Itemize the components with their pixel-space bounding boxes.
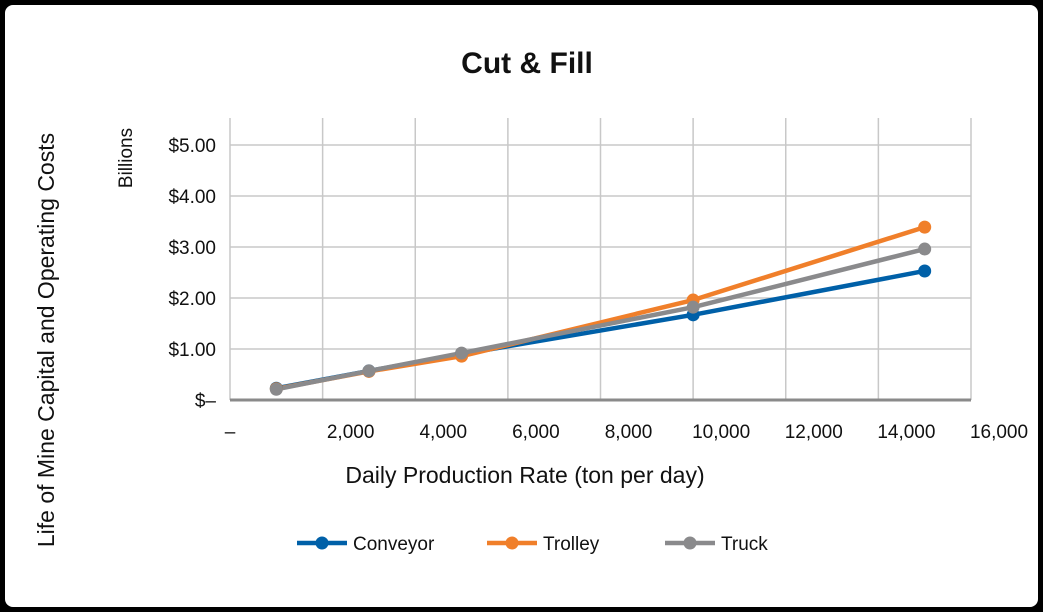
y-tick-label: $2.00	[168, 289, 216, 310]
x-tick-label: 2,000	[327, 422, 375, 443]
x-tick-label: 14,000	[877, 422, 935, 443]
y-tick-label: $3.00	[168, 238, 216, 259]
chart-title: Cut & Fill	[461, 47, 593, 80]
data-point-conveyor	[918, 264, 932, 278]
y-unit-label: Billions	[116, 128, 137, 188]
x-axis-label: Daily Production Rate (ton per day)	[345, 462, 704, 488]
x-tick-label: 12,000	[785, 422, 843, 443]
data-point-truck	[686, 300, 700, 314]
x-tick-label: –	[225, 422, 236, 443]
legend-marker	[315, 536, 329, 550]
x-tick-label: 16,000	[970, 422, 1028, 443]
y-tick-label: $5.00	[168, 136, 216, 157]
legend-label: Truck	[721, 534, 768, 555]
data-point-truck	[455, 346, 469, 360]
data-point-truck	[918, 242, 932, 256]
y-tick-label: $–	[195, 391, 217, 412]
x-tick-label: 8,000	[605, 422, 653, 443]
legend-marker	[505, 536, 519, 550]
x-tick-label: 4,000	[419, 422, 467, 443]
legend-label: Trolley	[543, 534, 600, 555]
y-tick-label: $1.00	[168, 340, 216, 361]
chart-frame	[5, 5, 1038, 607]
legend-marker	[683, 536, 697, 550]
data-point-truck	[269, 382, 283, 396]
x-tick-label: 6,000	[512, 422, 560, 443]
legend-label: Conveyor	[353, 534, 435, 555]
x-tick-label: 10,000	[692, 422, 750, 443]
data-point-truck	[362, 364, 376, 378]
y-axis-label: Life of Mine Capital and Operating Costs	[33, 133, 59, 547]
y-tick-label: $4.00	[168, 187, 216, 208]
data-point-trolley	[918, 220, 932, 234]
